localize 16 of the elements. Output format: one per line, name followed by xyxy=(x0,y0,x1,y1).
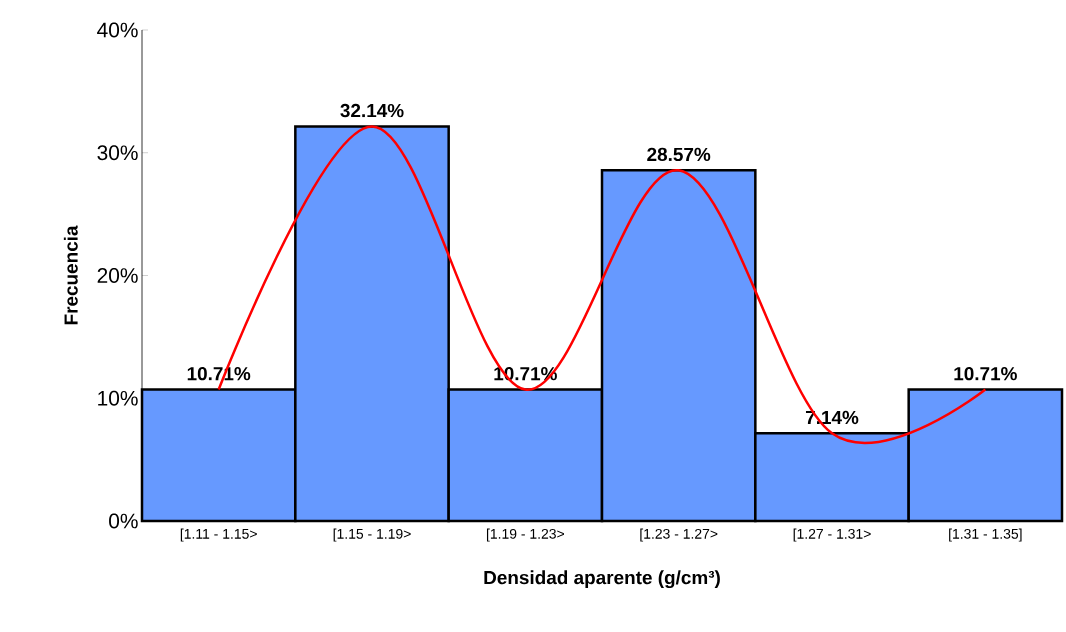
x-axis-title: Densidad aparente (g/cm³) xyxy=(484,570,720,589)
x-tick-label: [1.23 - 1.27> xyxy=(640,528,718,542)
x-tick-label: [1.15 - 1.19> xyxy=(333,528,411,542)
x-tick-label: [1.11 - 1.15> xyxy=(180,528,257,542)
data-label: 28.57% xyxy=(647,147,711,162)
x-tick-label: [1.19 - 1.23> xyxy=(486,528,564,542)
x-tick-label: [1.27 - 1.31> xyxy=(793,528,871,542)
y-tick-label: 30% xyxy=(97,145,138,161)
x-tick-label: [1.31 - 1.35] xyxy=(949,528,1022,542)
y-axis-title: Frecuencia xyxy=(63,225,78,325)
y-tick-label: 40% xyxy=(97,22,138,38)
data-label: 32.14% xyxy=(340,103,404,118)
y-tick-label: 20% xyxy=(97,268,138,283)
y-tick-label: 10% xyxy=(98,390,138,406)
y-tick-label: 0% xyxy=(109,513,138,529)
data-label: 10.71% xyxy=(954,366,1017,381)
